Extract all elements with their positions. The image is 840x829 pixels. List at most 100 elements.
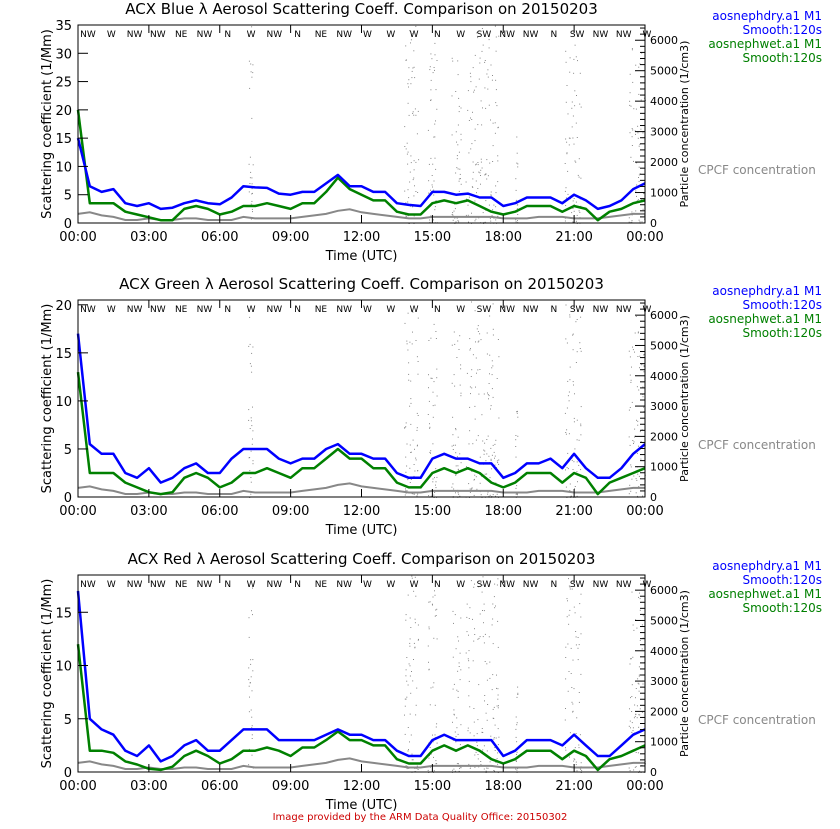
cpc-point bbox=[574, 486, 576, 487]
cpc-point bbox=[249, 316, 251, 318]
cpc-point bbox=[404, 146, 406, 147]
wind-direction-label: N bbox=[294, 305, 301, 315]
cpc-point bbox=[495, 206, 497, 208]
cpc-point bbox=[248, 711, 250, 713]
wind-direction-label: NW bbox=[197, 30, 213, 40]
cpc-point bbox=[417, 361, 419, 362]
cpc-point bbox=[411, 343, 413, 345]
cpc-point bbox=[473, 721, 475, 723]
cpc-point bbox=[489, 354, 491, 356]
cpc-point bbox=[417, 624, 419, 626]
cpc-point bbox=[460, 107, 462, 109]
cpc-point bbox=[465, 181, 467, 183]
cpc-point bbox=[635, 316, 637, 317]
wind-direction-label: NW bbox=[267, 305, 283, 315]
cpc-point bbox=[580, 425, 582, 427]
cpc-point bbox=[435, 615, 437, 616]
y2-tick-label: 6000 bbox=[650, 34, 678, 47]
legend-entry: aosnephdry.a1 M1 bbox=[712, 559, 822, 573]
y2-tick-label: 0 bbox=[650, 491, 657, 504]
cpc-point bbox=[641, 429, 643, 431]
cpc-point bbox=[565, 138, 567, 140]
cpc-point bbox=[516, 696, 518, 698]
x-tick-label: 12:00 bbox=[343, 230, 380, 245]
cpc-point bbox=[630, 490, 632, 492]
cpc-point bbox=[568, 614, 570, 616]
cpc-point bbox=[516, 493, 518, 495]
cpc-point bbox=[580, 616, 582, 618]
cpc-point bbox=[578, 439, 580, 441]
wind-direction-label: SW bbox=[477, 30, 492, 40]
cpc-point bbox=[634, 766, 636, 768]
cpc-point bbox=[405, 619, 407, 621]
cpc-point bbox=[457, 468, 459, 470]
cpc-point bbox=[566, 407, 568, 409]
cpc-point bbox=[638, 389, 640, 391]
cpc-point bbox=[629, 708, 630, 710]
cpc-point bbox=[250, 450, 252, 452]
cpc-point bbox=[248, 419, 250, 421]
cpc-point bbox=[566, 153, 568, 155]
cpc-point bbox=[471, 119, 473, 120]
cpc-point bbox=[251, 425, 253, 427]
cpc-point bbox=[629, 444, 631, 446]
chart-title: ACX Red λ Aerosol Scattering Coeff. Comp… bbox=[128, 550, 596, 568]
y-tick-label: 5 bbox=[64, 443, 72, 458]
cpc-point bbox=[485, 200, 487, 202]
cpc-point bbox=[495, 482, 497, 484]
cpc-point bbox=[489, 162, 491, 164]
cpc-point bbox=[485, 174, 487, 175]
cpc-point bbox=[429, 69, 431, 71]
cpc-point bbox=[565, 101, 567, 103]
y2-axis-label: Particle concentration (1/cm3) bbox=[678, 590, 691, 757]
cpc-point bbox=[631, 48, 633, 50]
cpc-point bbox=[477, 188, 479, 189]
cpc-point bbox=[432, 391, 434, 393]
cpc-point bbox=[251, 754, 253, 756]
cpc-point bbox=[407, 750, 409, 752]
cpc-point bbox=[569, 756, 570, 758]
wind-direction-label: NW bbox=[593, 30, 609, 40]
wind-direction-label: N bbox=[550, 30, 557, 40]
cpc-point bbox=[573, 198, 575, 199]
cpc-point bbox=[632, 440, 634, 441]
cpc-point bbox=[457, 690, 459, 692]
cpc-point bbox=[495, 761, 497, 763]
cpc-point bbox=[487, 493, 489, 495]
cpc-point bbox=[568, 137, 570, 139]
wind-direction-label: SW bbox=[570, 580, 585, 590]
cpc-point bbox=[404, 427, 406, 429]
cpc-point bbox=[251, 117, 253, 119]
cpc-point bbox=[575, 631, 577, 632]
cpc-point bbox=[632, 346, 633, 348]
cpc-point bbox=[641, 221, 643, 223]
cpc-point bbox=[633, 160, 634, 162]
cpc-point bbox=[491, 360, 493, 362]
cpc-point bbox=[430, 99, 432, 101]
y-tick-label: 5 bbox=[64, 713, 72, 728]
cpc-point bbox=[565, 657, 567, 658]
wind-direction-label: W bbox=[643, 30, 652, 40]
cpc-point bbox=[642, 615, 644, 617]
cpc-point bbox=[412, 311, 414, 313]
cpc-point bbox=[434, 136, 436, 138]
cpc-point bbox=[635, 478, 637, 480]
cpc-point bbox=[460, 183, 462, 185]
cpc-point bbox=[454, 343, 456, 345]
cpc-point bbox=[412, 680, 414, 682]
cpc-point bbox=[565, 50, 567, 52]
cpc-point bbox=[568, 623, 570, 625]
cpc-point bbox=[493, 718, 495, 719]
cpc-point bbox=[481, 50, 483, 52]
cpc-point bbox=[429, 426, 431, 428]
cpc-point bbox=[578, 644, 580, 646]
cpc-point bbox=[486, 178, 488, 180]
cpc-point bbox=[435, 481, 437, 483]
cpc-point bbox=[482, 440, 484, 442]
legend-entry: aosnephwet.a1 M1 bbox=[708, 312, 822, 326]
cpc-point bbox=[414, 185, 415, 187]
wind-direction-label: W bbox=[643, 305, 652, 315]
chart-title: ACX Blue λ Aerosol Scattering Coeff. Com… bbox=[125, 0, 598, 18]
cpc-point bbox=[642, 495, 644, 497]
cpc-point bbox=[575, 761, 577, 763]
